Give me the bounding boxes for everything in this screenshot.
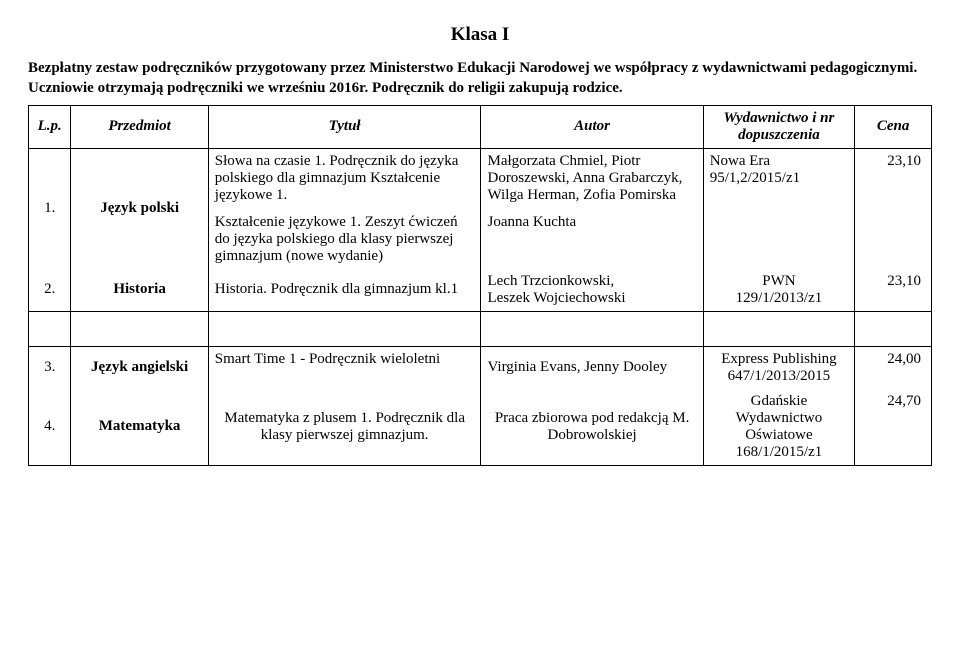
cell-lp: 4. — [29, 389, 71, 466]
cell-price: 24,00 — [855, 346, 932, 389]
col-subject: Przedmiot — [71, 105, 208, 148]
empty-cell — [703, 311, 855, 346]
title-text-a: Słowa na czasie 1. Podręcznik do języka … — [215, 153, 475, 204]
table-spacer-row — [29, 311, 932, 346]
cell-title: Historia. Podręcznik dla gimnazjum kl.1 — [208, 269, 481, 312]
empty-cell — [71, 311, 208, 346]
table-row: 1. Język polski Słowa na czasie 1. Podrę… — [29, 148, 932, 269]
textbook-table: L.p. Przedmiot Tytuł Autor Wydawnictwo i… — [28, 105, 932, 466]
cell-publisher: Express Publishing 647/1/2013/2015 — [703, 346, 855, 389]
intro-text: Bezpłatny zestaw podręczników przygotowa… — [28, 58, 932, 99]
cell-author: Lech Trzcionkowski, Leszek Wojciechowski — [481, 269, 703, 312]
cell-author: Praca zbiorowa pod redakcją M. Dobrowols… — [481, 389, 703, 466]
cell-title: Słowa na czasie 1. Podręcznik do języka … — [208, 148, 481, 269]
cell-author: Małgorzata Chmiel, Piotr Doroszewski, An… — [481, 148, 703, 269]
empty-cell — [855, 311, 932, 346]
cell-price: 24,70 — [855, 389, 932, 466]
author-text-b: Joanna Kuchta — [487, 214, 696, 231]
cell-publisher: Gdańskie Wydawnictwo Oświatowe 168/1/201… — [703, 389, 855, 466]
table-row: 2. Historia Historia. Podręcznik dla gim… — [29, 269, 932, 312]
title-text-b: Kształcenie językowe 1. Zeszyt ćwiczeń d… — [215, 214, 475, 265]
cell-subject: Język polski — [71, 148, 208, 269]
cell-lp: 2. — [29, 269, 71, 312]
empty-cell — [481, 311, 703, 346]
cell-publisher: Nowa Era 95/1,2/2015/z1 — [703, 148, 855, 269]
cell-title: Matematyka z plusem 1. Podręcznik dla kl… — [208, 389, 481, 466]
cell-price: 23,10 — [855, 148, 932, 269]
col-author: Autor — [481, 105, 703, 148]
empty-cell — [29, 311, 71, 346]
col-lp: L.p. — [29, 105, 71, 148]
col-title: Tytuł — [208, 105, 481, 148]
cell-title: Smart Time 1 - Podręcznik wieloletni — [208, 346, 481, 389]
col-publisher: Wydawnictwo i nr dopuszczenia — [703, 105, 855, 148]
table-row: 3. Język angielski Smart Time 1 - Podręc… — [29, 346, 932, 389]
cell-subject: Język angielski — [71, 346, 208, 389]
cell-lp: 3. — [29, 346, 71, 389]
table-row: 4. Matematyka Matematyka z plusem 1. Pod… — [29, 389, 932, 466]
table-header-row: L.p. Przedmiot Tytuł Autor Wydawnictwo i… — [29, 105, 932, 148]
empty-cell — [208, 311, 481, 346]
cell-subject: Matematyka — [71, 389, 208, 466]
col-price: Cena — [855, 105, 932, 148]
cell-lp: 1. — [29, 148, 71, 269]
author-text-a: Małgorzata Chmiel, Piotr Doroszewski, An… — [487, 153, 696, 204]
cell-price: 23,10 — [855, 269, 932, 312]
cell-publisher: PWN 129/1/2013/z1 — [703, 269, 855, 312]
page-title: Klasa I — [28, 24, 932, 46]
cell-subject: Historia — [71, 269, 208, 312]
cell-author: Virginia Evans, Jenny Dooley — [481, 346, 703, 389]
